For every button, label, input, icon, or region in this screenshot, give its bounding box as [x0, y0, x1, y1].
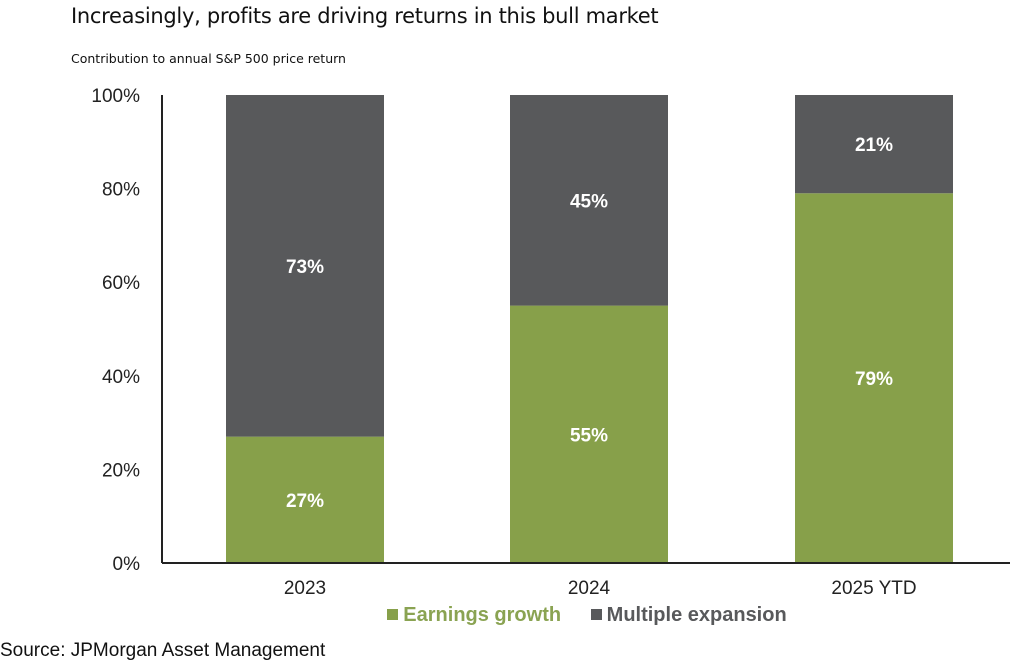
y-tick-label: 40% [102, 367, 140, 388]
data-label: 55% [570, 425, 608, 446]
bar-segment [226, 95, 384, 437]
bar-segment [795, 193, 953, 563]
legend-item-multiple: Multiple expansion [590, 604, 787, 627]
data-label: 21% [855, 135, 893, 156]
y-tick-label: 60% [102, 273, 140, 294]
x-tick-label: 2023 [284, 578, 326, 599]
x-tick-label: 2024 [568, 578, 611, 599]
data-label: 79% [855, 369, 893, 390]
legend-label: Earnings growth [403, 604, 562, 626]
chart-title: Increasingly, profits are driving return… [71, 4, 659, 28]
y-tick-label: 80% [102, 180, 140, 201]
legend-label: Multiple expansion [606, 604, 787, 626]
y-tick-label: 0% [113, 554, 141, 575]
bar-segment [510, 305, 668, 563]
legend: Earnings growth Multiple expansion [0, 604, 1024, 627]
legend-swatch [590, 609, 602, 620]
y-tick-label: 20% [102, 460, 140, 481]
bar-segment [510, 95, 668, 306]
x-tick-label: 2025 YTD [831, 578, 916, 599]
legend-swatch [387, 609, 399, 620]
data-label: 73% [286, 257, 324, 278]
data-label: 27% [286, 491, 324, 512]
data-label: 45% [570, 191, 608, 212]
legend-item-earnings: Earnings growth [387, 604, 561, 627]
chart-subtitle: Contribution to annual S&P 500 price ret… [71, 51, 346, 66]
bar-segment [795, 95, 953, 194]
bar-segment [226, 436, 384, 563]
stacked-bar-chart: 0% 20% 40% 60% 80% 100% 27% 73% 2023 55% 45% 2024 79… [91, 86, 1010, 599]
y-tick-label: 100% [91, 86, 140, 107]
source-note: Source: JPMorgan Asset Management [0, 640, 326, 661]
